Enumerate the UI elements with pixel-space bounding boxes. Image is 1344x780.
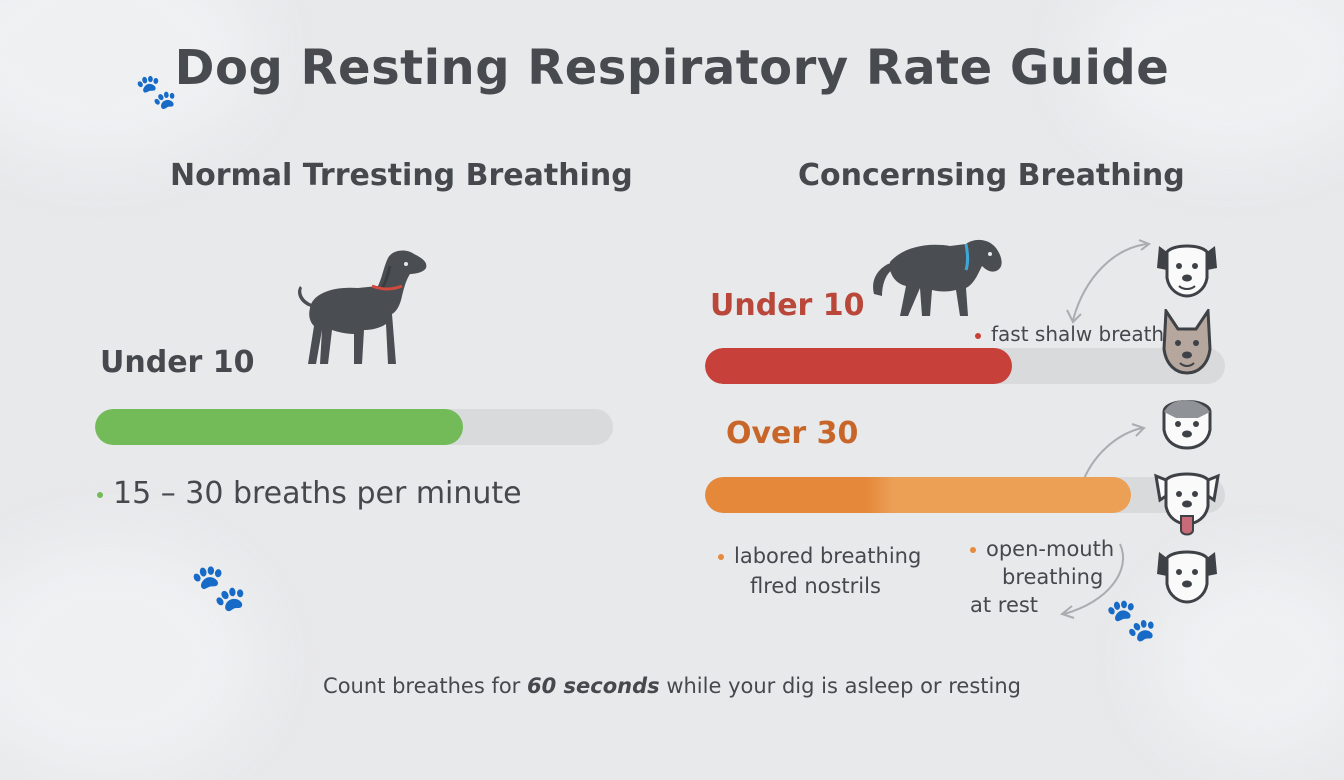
dog-face-icon [1162, 400, 1212, 450]
low-note: fast shalw breaths [975, 322, 1175, 346]
low-range-fill [705, 348, 1012, 384]
curved-arrow-icon [1081, 423, 1146, 485]
high-notes-right: open-mouth breathing at rest [970, 535, 1114, 619]
paw-print-icon: 🐾 [1105, 595, 1158, 644]
high-range-fill [705, 477, 1132, 513]
low-range-label: Under 10 [710, 288, 865, 323]
normal-range-fill [95, 409, 463, 445]
concerning-heading: Concernsing Breathing [798, 158, 1185, 193]
footer-text: Count breathes for [323, 674, 527, 698]
bullet-dot [718, 554, 724, 560]
paw-print-icon: 🐾 [190, 560, 248, 614]
curved-arrow-icon [1066, 239, 1152, 324]
bullet-dot [975, 332, 981, 339]
dog-face-icon [1157, 550, 1217, 604]
bullet-dot [97, 491, 103, 498]
paw-print-icon: 🐾 [135, 72, 178, 112]
bullet-dot [970, 547, 976, 553]
page-title: Dog Resting Respiratory Rate Guide [174, 40, 1170, 96]
footer-instruction: Count breathes for 60 seconds while your… [0, 674, 1344, 698]
low-note-text: fast shalw breaths [991, 322, 1175, 346]
high-range-bar [705, 477, 1225, 513]
footer-text: while your dig is asleep or resting [659, 674, 1021, 698]
high-notes: labored breathing flred nostrils [718, 541, 921, 601]
curved-arrow-icon [1059, 543, 1125, 619]
normal-range-bar [95, 409, 613, 445]
footer-emphasis: 60 seconds [527, 674, 660, 698]
dog-standing-icon [298, 250, 427, 364]
dog-face-icon [1157, 244, 1217, 298]
high-range-label: Over 30 [726, 416, 859, 451]
dog-face-tongue-icon [1154, 472, 1220, 536]
high-note-text: flred nostrils [750, 574, 881, 598]
background-shape [0, 540, 260, 780]
high-note-text: open-mouth [986, 537, 1115, 561]
normal-heading: Normal Trresting Breathing [170, 158, 633, 193]
normal-note: 15 – 30 breaths per minute [97, 476, 522, 511]
high-note-text: at rest [970, 593, 1039, 617]
dog-sniffing-icon [873, 239, 1002, 316]
normal-note-text: 15 – 30 breaths per minute [113, 476, 522, 511]
dog-face-icon [1162, 309, 1212, 375]
high-note-text: breathing [1002, 565, 1104, 589]
high-note-text: labored breathing [734, 544, 922, 568]
low-range-bar [705, 348, 1225, 384]
normal-range-label: Under 10 [100, 345, 255, 380]
